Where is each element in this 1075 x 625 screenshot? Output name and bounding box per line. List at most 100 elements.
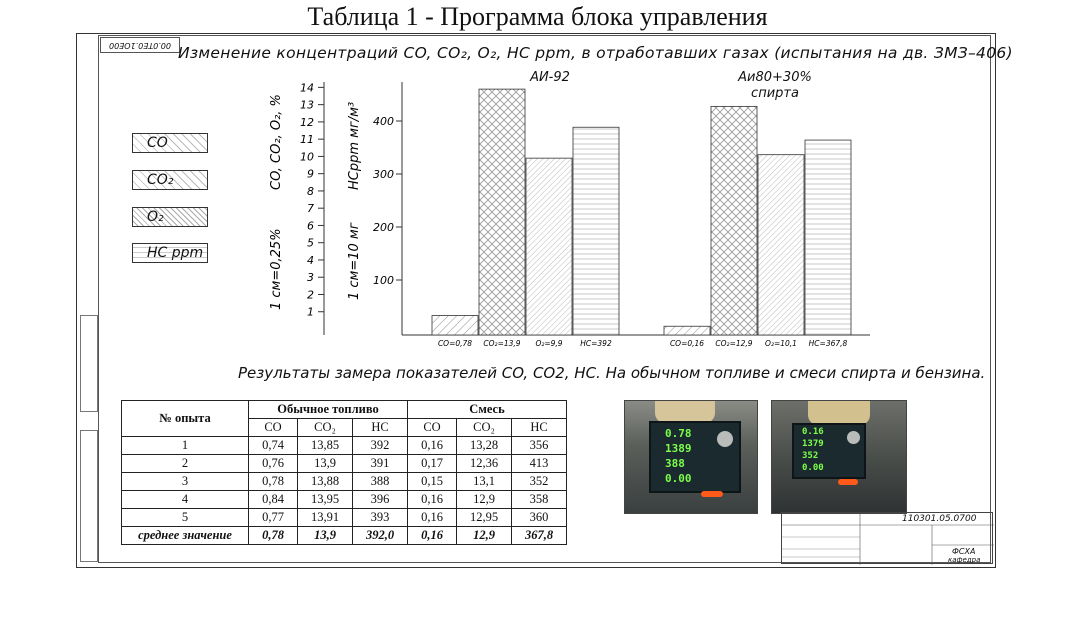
group-mix-header: Смесь (407, 400, 567, 419)
group-label: АИ-92 (530, 70, 570, 85)
table-cell: 388 (352, 472, 408, 491)
left-tick-label: 12 (300, 116, 314, 129)
bar-label: O₂=10,1 (765, 339, 797, 348)
bar-co (431, 315, 479, 336)
department: кафедра (948, 556, 981, 564)
sub-header: HC (352, 418, 408, 437)
avg-cell: среднее значение (121, 526, 249, 545)
drawing-code: 110301.05.0700 (902, 514, 977, 524)
analyzer-display: 0.78 1389 388 0.00 (649, 421, 741, 493)
table-row: 5 0,77 13,91 393 0,16 12,95 360 (121, 508, 567, 527)
title-block-grid (782, 513, 994, 565)
left-tick-label: 11 (300, 133, 314, 146)
results-table: № опыта Обычное топливо Смесь CO CO₂ HC … (121, 400, 567, 545)
table-cell: 0,16 (407, 508, 457, 527)
left-tick-label: 3 (307, 271, 314, 284)
side-strip (80, 315, 98, 412)
table-cell: 0,16 (407, 436, 457, 455)
indicator-lights (701, 491, 723, 497)
organization: ФСХА (952, 547, 976, 556)
table-cell: 356 (511, 436, 567, 455)
left-tick-label: 4 (307, 254, 314, 267)
table-cell: 13,88 (297, 472, 353, 491)
bar-label: CO=0,78 (438, 339, 472, 348)
bar-o2 (757, 154, 805, 336)
right-axis-label: HCppm мг/м³ (347, 102, 362, 190)
left-scale-note: 1 см=0,25% (269, 228, 284, 310)
table-cell: 13,28 (456, 436, 512, 455)
table-cell: 13,95 (297, 490, 353, 509)
table-cell: 0,78 (248, 472, 298, 491)
right-tick-label: 400 (373, 115, 394, 128)
table-cell: 2 (121, 454, 249, 473)
table-cell: 13,1 (456, 472, 512, 491)
table-cell: 12,95 (456, 508, 512, 527)
table-cell: 13,85 (297, 436, 353, 455)
group-label: Аи80+30% (738, 70, 812, 85)
reading: 1379 (802, 439, 824, 449)
analyzer-display: 0.16 1379 352 0.00 (792, 423, 866, 479)
table-cell: 360 (511, 508, 567, 527)
left-tick-label: 9 (307, 168, 314, 181)
drawing-sheet (76, 33, 996, 568)
table-row: 2 0,76 13,9 391 0,17 12,36 413 (121, 454, 567, 473)
table-cell: 393 (352, 508, 408, 527)
table-cell: 0,77 (248, 508, 298, 527)
avg-cell: 367,8 (511, 526, 567, 545)
table-cell: 396 (352, 490, 408, 509)
left-axis-label: CO, CO₂, O₂, % (269, 94, 284, 190)
legend-item-co2: CO₂ (132, 170, 208, 190)
left-tick-label: 13 (300, 99, 314, 112)
reading: 0.16 (802, 427, 824, 437)
results-title: Результаты замера показателей CO, CO2, H… (238, 364, 986, 382)
dial-icon (717, 431, 733, 447)
bar-label: O₂=9,9 (535, 339, 562, 348)
table-cell: 4 (121, 490, 249, 509)
table-cell: 5 (121, 508, 249, 527)
chart-title: Изменение концентраций CO, CO₂, O₂, HC p… (178, 44, 1013, 62)
sub-header: HC (511, 418, 567, 437)
left-tick-label: 1 (307, 306, 314, 319)
drawing-inner-frame (98, 35, 991, 563)
left-tick-label: 5 (307, 237, 314, 250)
right-scale-note: 1 см=10 мг (347, 222, 362, 300)
reading: 0.00 (802, 463, 824, 473)
legend-item-hc: HC ppm (132, 243, 208, 263)
table-row: 3 0,78 13,88 388 0,15 13,1 352 (121, 472, 567, 491)
legend-item-co: CO (132, 133, 208, 153)
bar-co2 (478, 88, 526, 336)
bar-label: HC=392 (580, 339, 612, 348)
bar-label: CO₂=12,9 (715, 339, 752, 348)
right-tick-label: 200 (373, 221, 394, 234)
bar-co (663, 325, 711, 336)
table-cell: 352 (511, 472, 567, 491)
reading: 352 (802, 451, 819, 461)
table-cell: 0,15 (407, 472, 457, 491)
left-tick-label: 8 (307, 185, 314, 198)
table-cell: 0,74 (248, 436, 298, 455)
page-caption: Таблица 1 - Программа блока управления (307, 2, 768, 31)
bar-hc (572, 126, 620, 336)
table-cell: 0,16 (407, 490, 457, 509)
sub-header: CO (248, 418, 298, 437)
table-row: 1 0,74 13,85 392 0,16 13,28 356 (121, 436, 567, 455)
legend-item-o2: O₂ (132, 207, 208, 227)
side-strip (80, 430, 98, 562)
left-tick-label: 14 (300, 81, 314, 94)
table-cell: 413 (511, 454, 567, 473)
table-cell: 13,91 (297, 508, 353, 527)
bar-label: CO=0,16 (670, 339, 704, 348)
group-label: спирта (751, 86, 799, 101)
bar-co2 (710, 105, 758, 336)
avg-cell: 12,9 (456, 526, 512, 545)
right-tick-label: 100 (373, 274, 394, 287)
table-cell: 13,9 (297, 454, 353, 473)
title-block: 110301.05.0700 ФСХА кафедра (781, 512, 994, 565)
dial-icon (847, 431, 860, 444)
avg-cell: 392,0 (352, 526, 408, 545)
sub-header: CO (407, 418, 457, 437)
table-cell: 12,36 (456, 454, 512, 473)
average-row: среднее значение 0,78 13,9 392,0 0,16 12… (121, 526, 567, 545)
col-run-header: № опыта (121, 400, 249, 437)
